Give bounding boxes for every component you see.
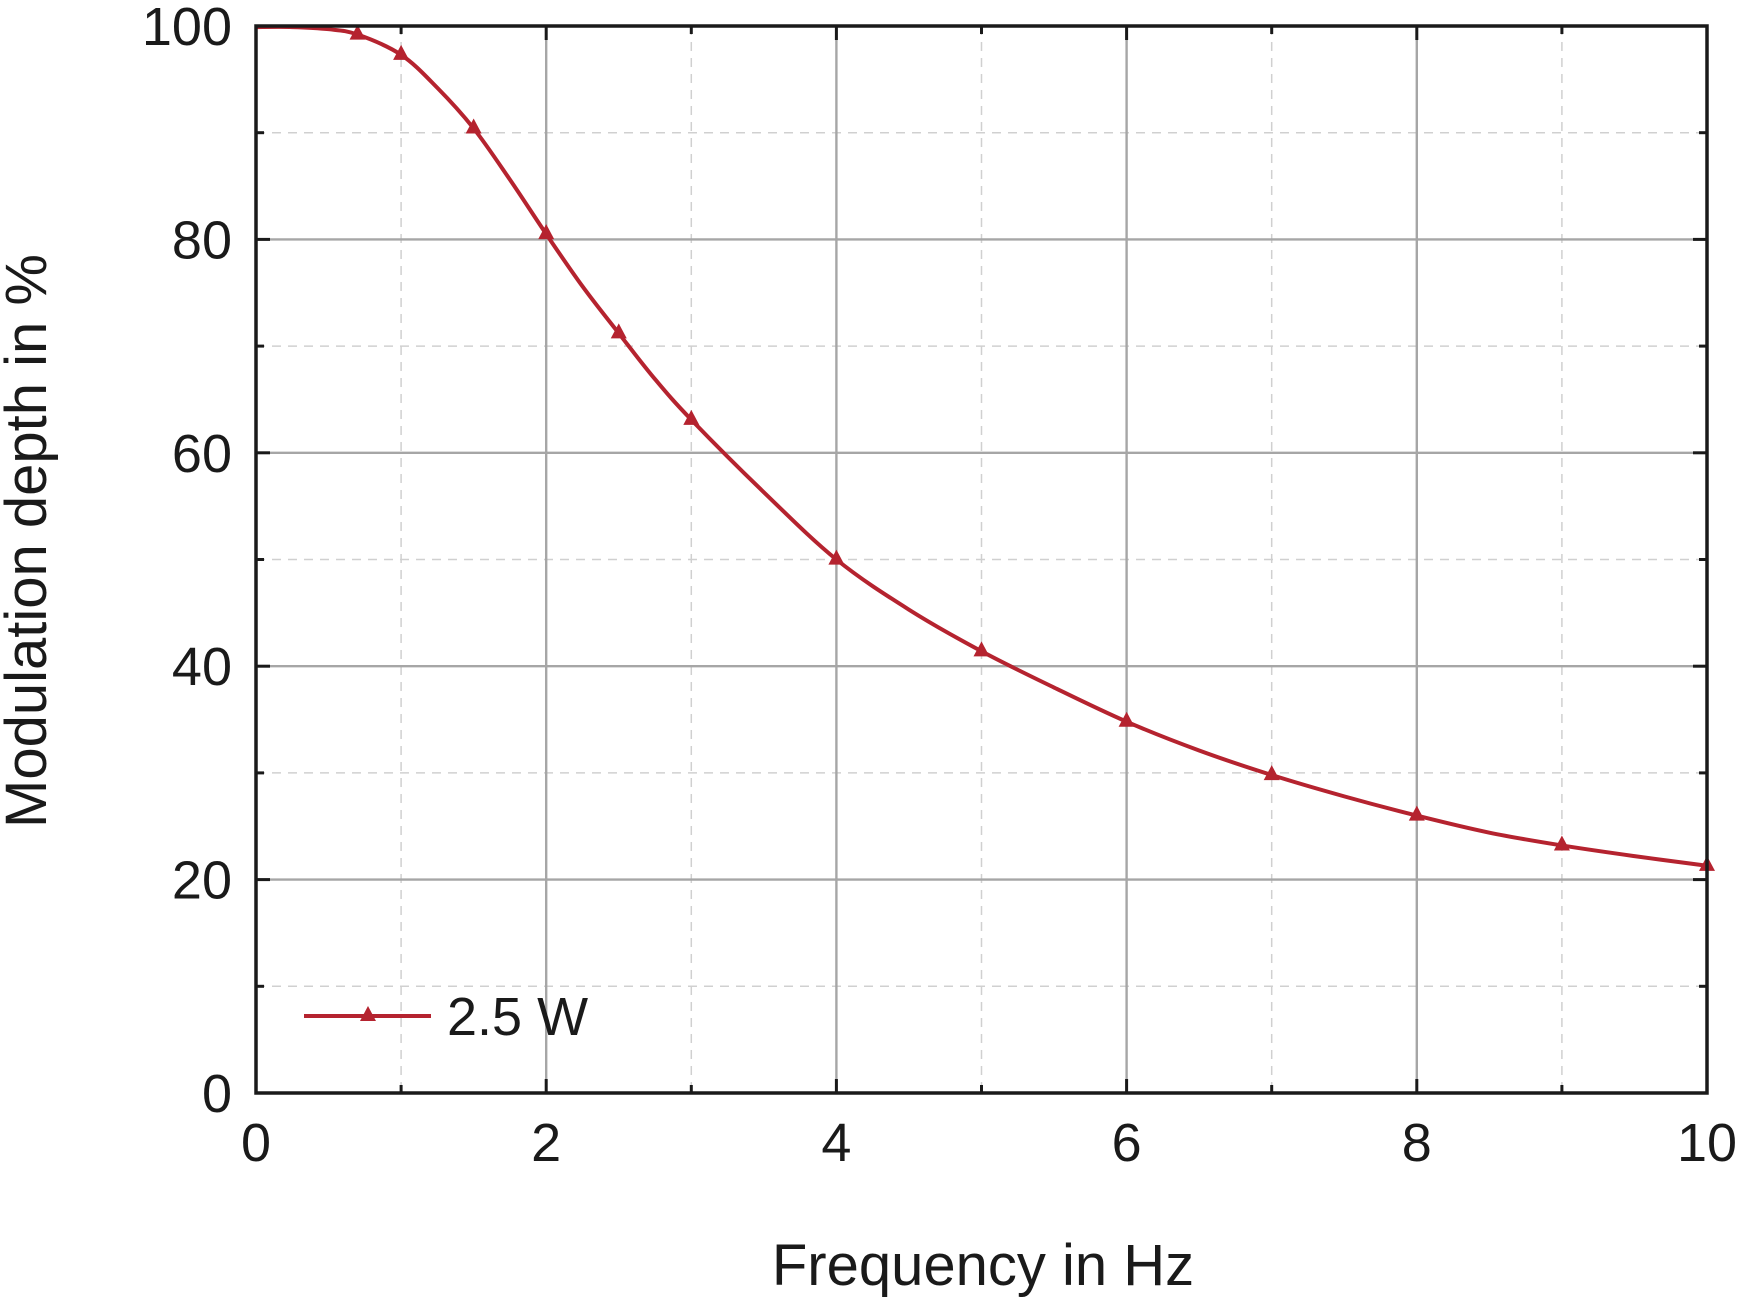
marker-layer xyxy=(349,24,1715,871)
series-line xyxy=(255,24,1708,868)
data-point-marker xyxy=(610,323,627,339)
x-tick-label: 8 xyxy=(1402,1113,1432,1173)
legend-marker xyxy=(360,1006,376,1021)
y-tick-label: 20 xyxy=(172,851,232,911)
x-tick-label: 2 xyxy=(531,1113,561,1173)
legend: 2.5 W xyxy=(304,987,588,1047)
x-tick-label: 4 xyxy=(821,1113,851,1173)
series-layer xyxy=(255,24,1708,868)
data-point-marker xyxy=(973,641,990,657)
data-point-marker xyxy=(1263,765,1280,781)
y-tick-label: 100 xyxy=(142,0,232,57)
y-tick-label: 80 xyxy=(172,210,232,270)
y-tick-label: 0 xyxy=(202,1064,232,1124)
data-point-marker xyxy=(538,224,555,240)
data-point-marker xyxy=(683,409,700,425)
data-point-marker xyxy=(828,549,845,565)
grid xyxy=(256,26,1707,1093)
y-tick-label: 60 xyxy=(172,424,232,484)
x-tick-label: 6 xyxy=(1112,1113,1142,1173)
x-axis-title: Frequency in Hz xyxy=(772,1233,1194,1298)
x-tick-label: 0 xyxy=(241,1113,271,1173)
data-point-marker xyxy=(465,118,482,134)
data-point-marker xyxy=(1553,835,1570,851)
y-axis-title: Modulation depth in % xyxy=(0,254,59,828)
data-point-marker xyxy=(1408,805,1425,821)
y-tick-label: 40 xyxy=(172,637,232,697)
data-point-marker xyxy=(349,24,366,40)
legend-label: 2.5 W xyxy=(447,987,588,1047)
axes-frame xyxy=(254,24,1709,1095)
x-tick-label: 10 xyxy=(1677,1113,1737,1173)
data-point-marker xyxy=(393,44,410,60)
data-point-marker xyxy=(1118,711,1135,727)
